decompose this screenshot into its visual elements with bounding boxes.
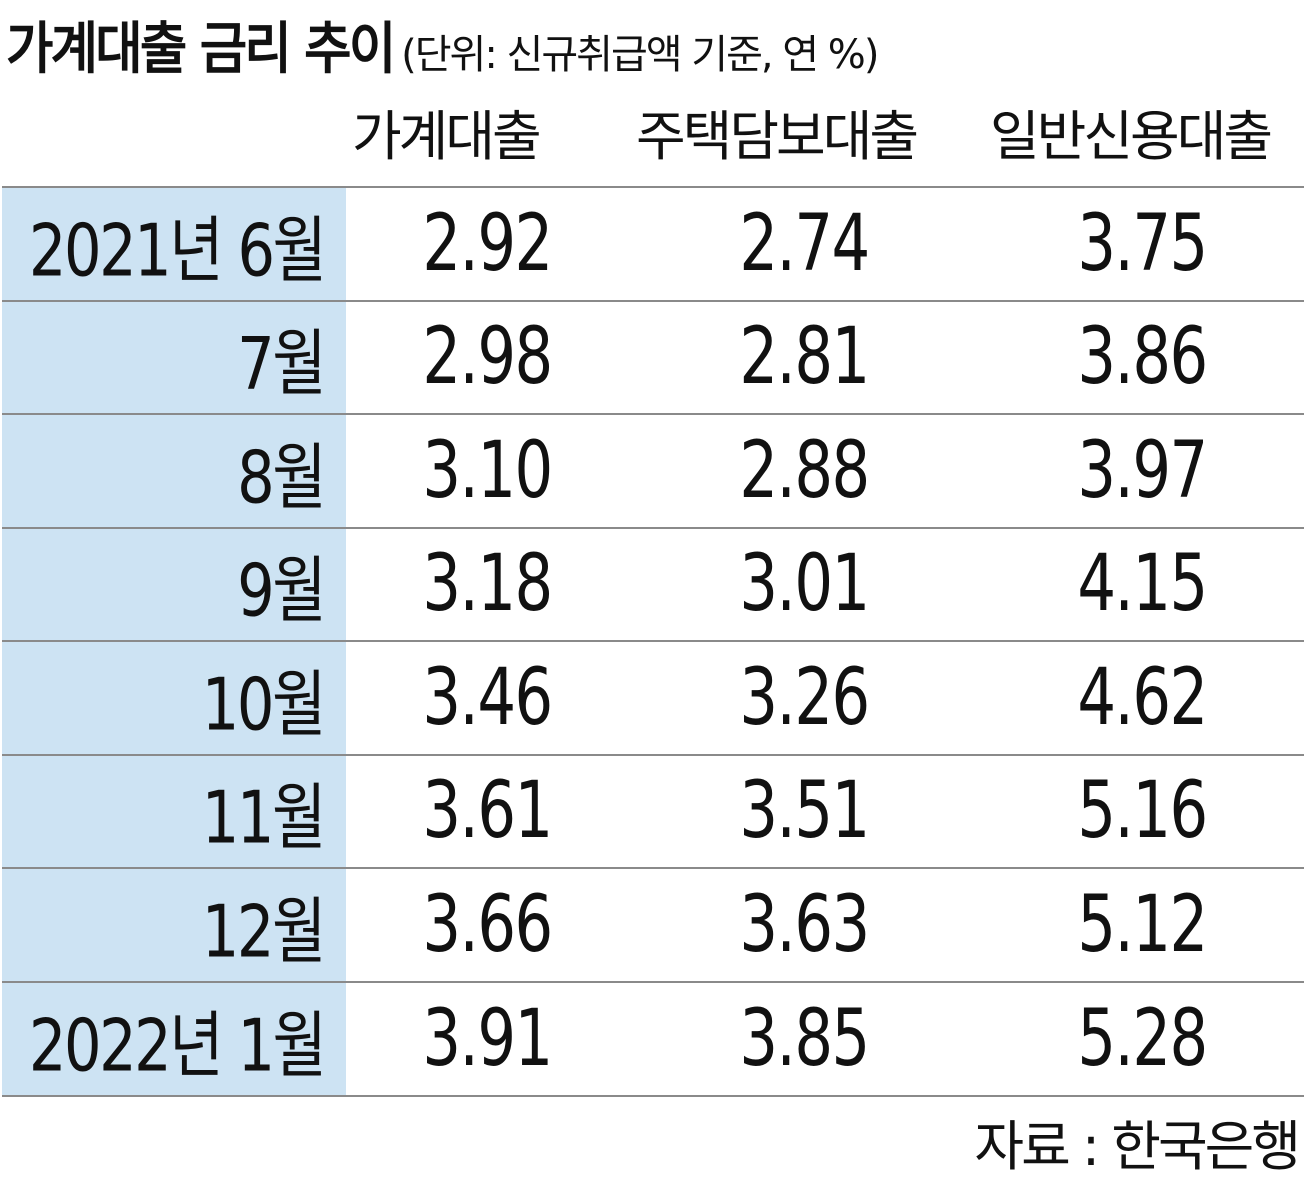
row-label-cell: 2022년 1월: [2, 982, 346, 1095]
row-label: 8월: [237, 435, 326, 520]
household-loan-rate: 3.61: [422, 766, 553, 857]
chart-title: 가계대출 금리 추이: [6, 17, 396, 82]
household-loan-rate: 3.91: [422, 993, 553, 1084]
table-row: 9월 3.18 3.01 4.15: [2, 526, 1304, 640]
table-row: 2021년 6월 2.92 2.74 3.75: [2, 186, 1304, 300]
row-label-cell: 2021년 6월: [2, 188, 346, 300]
table-row: 7월 2.98 2.81 3.86: [2, 299, 1304, 413]
row-label: 12월: [201, 889, 327, 974]
credit-loan-rate: 5.28: [1077, 993, 1208, 1084]
table-row: 2022년 1월 3.91 3.85 5.28: [2, 980, 1304, 1097]
household-loan-rate: 3.18: [422, 539, 553, 630]
row-label: 9월: [237, 548, 326, 633]
household-loan-rate: 2.98: [422, 312, 553, 403]
table-row: 8월 3.10 2.88 3.97: [2, 413, 1304, 527]
household-loan-rate: 3.46: [422, 652, 553, 743]
row-label-cell: 12월: [2, 869, 346, 981]
row-label: 11월: [201, 775, 327, 860]
credit-loan-rate: 5.16: [1077, 766, 1208, 857]
table-row: 10월 3.46 3.26 4.62: [2, 640, 1304, 754]
mortgage-loan-rate: 2.74: [739, 198, 870, 289]
column-header-household-loan: 가계대출: [352, 105, 542, 168]
mortgage-loan-rate: 3.26: [739, 652, 870, 743]
row-label-cell: 11월: [2, 755, 346, 867]
credit-loan-rate: 3.75: [1077, 198, 1208, 289]
row-label: 2022년 1월: [28, 1003, 326, 1087]
credit-loan-rate: 3.97: [1077, 425, 1208, 516]
credit-loan-rate: 4.15: [1077, 539, 1208, 630]
household-loan-rate: 2.92: [422, 198, 553, 289]
credit-loan-rate: 4.62: [1077, 652, 1208, 743]
table-row: 12월 3.66 3.63 5.12: [2, 867, 1304, 981]
table-row: 11월 3.61 3.51 5.16: [2, 753, 1304, 867]
credit-loan-rate: 3.86: [1077, 312, 1208, 403]
mortgage-loan-rate: 2.88: [739, 425, 870, 516]
mortgage-loan-rate: 2.81: [739, 312, 870, 403]
rate-table: 2021년 6월 2.92 2.74 3.75 7월 2.98 2.81 3.8…: [2, 186, 1304, 1097]
row-label-cell: 9월: [2, 528, 346, 640]
mortgage-loan-rate: 3.63: [739, 879, 870, 970]
household-loan-rate: 3.10: [422, 425, 553, 516]
column-header-mortgage-loan: 주택담보대출: [636, 105, 919, 168]
title-row: 가계대출 금리 추이 (단위: 신규취급액 기준, 연 %): [6, 4, 879, 84]
mortgage-loan-rate: 3.01: [739, 539, 870, 630]
unit-note: (단위: 신규취급액 기준, 연 %): [401, 32, 879, 78]
source-note: 자료 : 한국은행: [974, 1115, 1301, 1178]
credit-loan-rate: 5.12: [1077, 879, 1208, 970]
row-label-cell: 10월: [2, 642, 346, 754]
column-headers: 가계대출 주택담보대출 일반신용대출: [0, 92, 1306, 172]
row-label: 7월: [237, 321, 326, 406]
row-label-cell: 7월: [2, 301, 346, 413]
household-loan-rate: 3.66: [422, 879, 553, 970]
row-label-cell: 8월: [2, 415, 346, 527]
column-header-credit-loan: 일반신용대출: [990, 105, 1273, 168]
row-label: 2021년 6월: [28, 208, 326, 293]
row-label: 10월: [201, 662, 327, 747]
mortgage-loan-rate: 3.51: [739, 766, 870, 857]
mortgage-loan-rate: 3.85: [739, 993, 870, 1084]
